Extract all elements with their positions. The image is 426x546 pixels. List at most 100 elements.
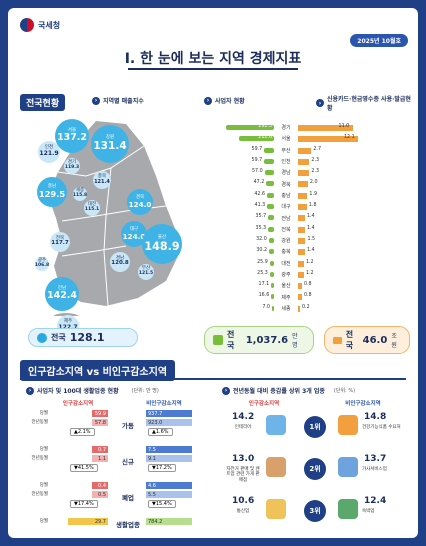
region-bubble: 충북 121.4 (93, 171, 111, 189)
region-label: 인천 (281, 159, 291, 166)
non-decline-value: 4.6 (146, 482, 192, 489)
col-non-decline: 비인구감소지역 (146, 401, 182, 407)
card-row: 0.8 (298, 291, 384, 302)
section-tag-national: 전국현황 (20, 94, 66, 111)
biz-row: 35.3 (204, 224, 274, 235)
card-value: 0.2 (302, 304, 310, 310)
title-divider (128, 68, 298, 70)
decline-value: 59.9 (92, 410, 108, 417)
emblem-icon (20, 18, 34, 32)
biz-row: 57.0 (204, 167, 274, 178)
row-label: 전년동월 (31, 456, 48, 461)
biz-row: 47.2 (204, 178, 274, 189)
region-label: 제주 (281, 294, 291, 301)
card-value: 2.0 (309, 180, 318, 186)
non-decline-value: 5.5 (146, 491, 192, 498)
card-value: 1.5 (307, 236, 316, 242)
rank-badge: 3위 (304, 500, 326, 522)
card-value: 1.2 (305, 270, 314, 276)
card-bar (298, 283, 302, 290)
biz-value: 17.1 (258, 282, 270, 288)
card-bar (298, 147, 312, 154)
region-label: 강원 (281, 238, 291, 245)
biz-bar (268, 226, 274, 232)
report-sheet: 국세청 2025년 10월호 Ⅰ. 한 눈에 보는 지역 경제지표 전국현황 ›… (8, 8, 418, 538)
non-decline-industry: 가사서비스업 (362, 467, 387, 472)
card-value: 12.1 (344, 135, 355, 141)
card-value: 2.3 (311, 169, 320, 175)
category-label: 신규 (122, 458, 134, 466)
biz-value: 42.6 (254, 191, 266, 197)
row-label: 당월 (39, 483, 48, 488)
industry-icon (338, 499, 358, 519)
region-label: 충북 (281, 249, 291, 256)
card-value: 1.4 (306, 248, 315, 254)
industry-icon (338, 415, 358, 435)
card-bar (298, 271, 304, 278)
arrow-icon: › (26, 386, 34, 395)
biz-bar (269, 260, 274, 266)
biz-row: 59.7 (204, 156, 274, 167)
card-icon (333, 336, 342, 344)
card-bar (298, 204, 307, 211)
biz-bar (267, 192, 274, 198)
non-decline-change: ▼15.4% (148, 500, 176, 508)
decline-value: 1.1 (92, 455, 108, 462)
non-decline-value: 7.5 (146, 446, 192, 453)
non-decline-change: ▼17.2% (148, 464, 176, 472)
card-bar (298, 294, 302, 301)
header-sales-index: › 지역별 매출지수 (92, 96, 144, 105)
card-value: 11.0 (338, 124, 350, 129)
biz-bar (266, 181, 274, 187)
header-right: › 전년동월 대비 증감률 상위 3개 업종 (단위: %) (222, 386, 355, 395)
row-label: 당월 (39, 447, 48, 452)
non-decline-rate: 13.7 (364, 454, 387, 464)
biz-row: 42.6 (204, 190, 274, 201)
total-card-pill: 전국 46.0 조원 (324, 326, 410, 354)
card-value: 1.4 (306, 225, 315, 231)
region-bubble: 서울 137.2 (55, 119, 89, 153)
region-bubble: 인천 121.9 (38, 141, 60, 163)
biz-row: 16.6 (204, 291, 274, 302)
decline-rate: 13.0 (232, 454, 255, 464)
arrow-icon: › (204, 96, 212, 105)
card-row: 1.4 (298, 212, 384, 223)
biz-bar (272, 305, 274, 311)
decline-value: 57.8 (92, 419, 108, 426)
industry-icon (338, 457, 358, 477)
header-card: › 신용카드·현금영수증 사용·발급현황 (316, 94, 412, 112)
card-row: 2.0 (298, 178, 384, 189)
region-label: 경기 (281, 125, 291, 132)
biz-bar (239, 136, 274, 142)
biz-value: 59.7 (251, 157, 263, 163)
region-bubble: 전남 142.4 (45, 277, 79, 311)
biz-row: 7.0 (204, 303, 274, 314)
row-label: 당월 (39, 411, 48, 416)
biz-row: 292.5 (204, 122, 274, 133)
arrow-icon: › (222, 386, 230, 395)
card-row: 12.1 (298, 133, 384, 144)
region-label: 부산 (281, 147, 291, 154)
biz-value: 212.6 (258, 135, 272, 141)
rank-badge: 2위 (304, 458, 326, 480)
region-label: 경북 (281, 181, 291, 188)
card-bar (298, 237, 306, 244)
biz-value: 59.7 (251, 146, 263, 152)
biz-value: 57.0 (251, 169, 263, 175)
decline-rate: 14.2 (232, 412, 255, 422)
card-row: 11.0 (298, 122, 384, 133)
biz-bar (267, 204, 274, 210)
decline-rate: 10.6 (232, 496, 255, 506)
biz-row: 30.2 (204, 246, 274, 257)
region-bubble: 광주 106.8 (35, 257, 49, 271)
biz-row: 25.3 (204, 269, 274, 280)
biz-bar (264, 147, 274, 153)
decline-value: 0.4 (92, 482, 108, 489)
non-decline-value: 784.2 (146, 518, 192, 525)
biz-value: 25.9 (257, 259, 268, 265)
row-label: 전년동월 (31, 492, 48, 497)
biz-value: 292.5 (258, 124, 272, 129)
card-row: 0.2 (298, 303, 384, 314)
card-value: 2.7 (313, 146, 322, 152)
biz-value: 32.0 (256, 236, 267, 242)
